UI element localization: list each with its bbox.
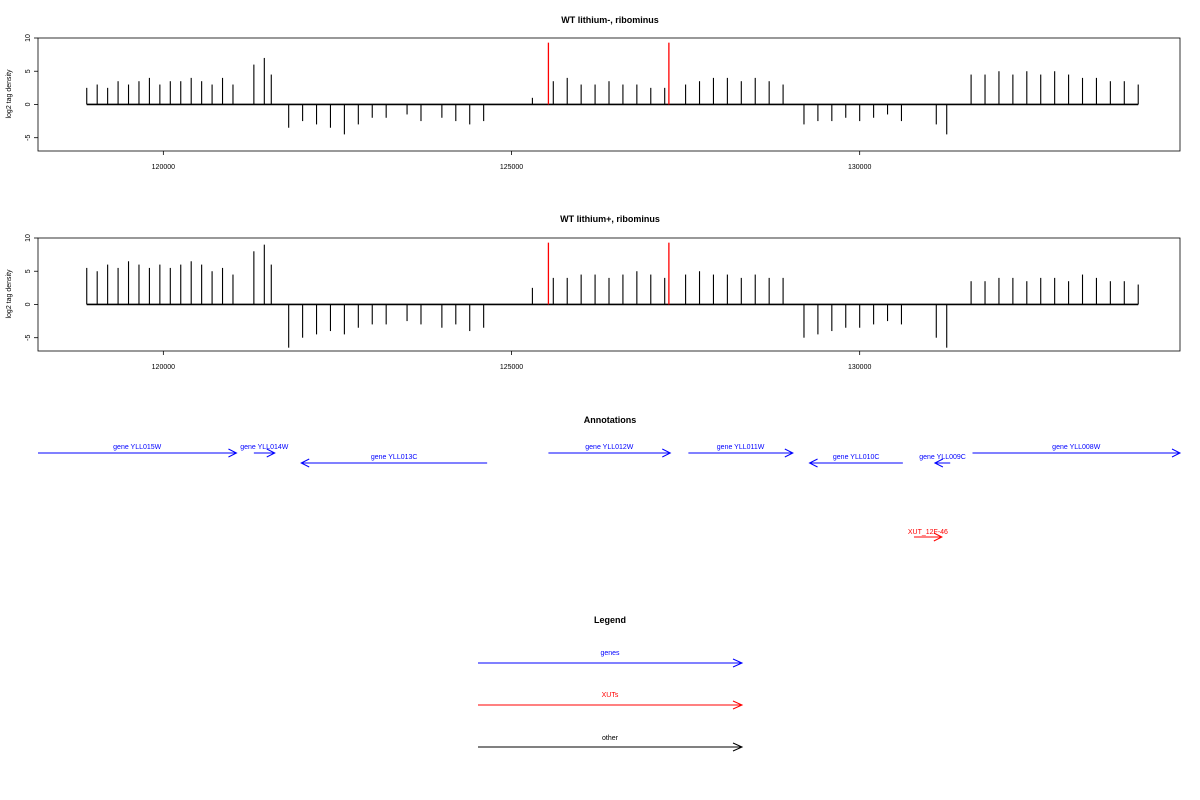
x-axis: 120000 125000 130000 bbox=[152, 151, 871, 171]
y-tick-label: 10 bbox=[25, 34, 32, 42]
panel-lithium-minus: WT lithium-, ribominus -5 0 5 10 120000 1250… bbox=[6, 15, 1181, 171]
gene-arrowhead bbox=[662, 448, 672, 458]
legend-arrowhead-xuts bbox=[732, 700, 744, 710]
gene-arrowhead bbox=[933, 458, 944, 468]
gene-arrowhead bbox=[808, 458, 818, 468]
gene-label: gene YLL015W bbox=[113, 444, 162, 451]
y-axis-label: log2 tag density bbox=[6, 269, 13, 319]
gene-label: gene YLL008W bbox=[1052, 444, 1101, 451]
xut-group: XUT_12F-46 bbox=[908, 529, 948, 542]
y-axis: -5 0 5 10 bbox=[25, 34, 38, 141]
x-tick-label: 120000 bbox=[152, 364, 175, 371]
gene-arrowhead bbox=[266, 448, 276, 458]
xut-label: XUT_12F-46 bbox=[908, 529, 948, 536]
y-tick-label: -5 bbox=[25, 334, 32, 340]
annotations-panel: Annotations gene YLL015W gene YLL014Wgene… bbox=[38, 415, 1182, 542]
gene-label: gene YLL009C bbox=[919, 454, 966, 461]
marker-group bbox=[547, 242, 670, 305]
gene-arrowhead bbox=[784, 448, 794, 458]
x-axis: 120000 125000 130000 bbox=[152, 351, 871, 371]
gene-label: gene YLL010C bbox=[833, 454, 880, 461]
bar-group bbox=[86, 244, 1139, 348]
x-tick-label: 130000 bbox=[848, 364, 871, 371]
legend-arrowhead-other bbox=[732, 742, 744, 752]
x-tick-label: 120000 bbox=[152, 164, 175, 171]
panel-lithium-plus: WT lithium+, ribominus -5 0 5 10 120000 1250… bbox=[6, 214, 1181, 371]
legend-label-xuts: XUTs bbox=[602, 692, 619, 699]
y-tick-label: 5 bbox=[25, 269, 32, 273]
gene-label: gene YLL012W bbox=[585, 444, 634, 451]
plot-frame bbox=[37, 237, 1181, 352]
y-tick-label: 0 bbox=[25, 102, 32, 106]
x-tick-label: 130000 bbox=[848, 164, 871, 171]
gene-label: gene YLL013C bbox=[371, 454, 418, 461]
xut-arrowhead bbox=[933, 532, 943, 542]
y-tick-label: -5 bbox=[25, 134, 32, 140]
gene-arrowhead bbox=[228, 448, 238, 458]
legend-label-other: other bbox=[602, 735, 619, 742]
y-tick-label: 5 bbox=[25, 69, 32, 73]
gene-label: gene YLL014W bbox=[240, 444, 289, 451]
x-tick-label: 125000 bbox=[500, 364, 523, 371]
legend-arrowhead-genes bbox=[732, 658, 744, 668]
gene-arrowhead bbox=[300, 458, 310, 468]
legend-title: Legend bbox=[594, 615, 626, 625]
panel-title: WT lithium+, ribominus bbox=[560, 214, 660, 224]
legend: Legend genes XUTs other bbox=[478, 615, 744, 752]
panel-title: WT lithium-, ribominus bbox=[561, 15, 659, 25]
gene-arrowhead bbox=[1171, 448, 1182, 458]
y-axis: -5 0 5 10 bbox=[25, 234, 38, 341]
bar-group bbox=[86, 57, 1139, 135]
marker-group bbox=[547, 42, 670, 105]
plot-frame bbox=[37, 37, 1181, 152]
y-tick-label: 10 bbox=[25, 234, 32, 242]
gene-label: gene YLL011W bbox=[717, 444, 765, 451]
legend-label-genes: genes bbox=[600, 650, 620, 657]
annotations-title: Annotations bbox=[584, 415, 637, 425]
y-axis-label: log2 tag density bbox=[6, 69, 13, 119]
gene-group: gene YLL015W gene YLL014W gene YLL013C gene… bbox=[38, 444, 1182, 468]
y-tick-label: 0 bbox=[25, 302, 32, 306]
x-tick-label: 125000 bbox=[500, 164, 523, 171]
